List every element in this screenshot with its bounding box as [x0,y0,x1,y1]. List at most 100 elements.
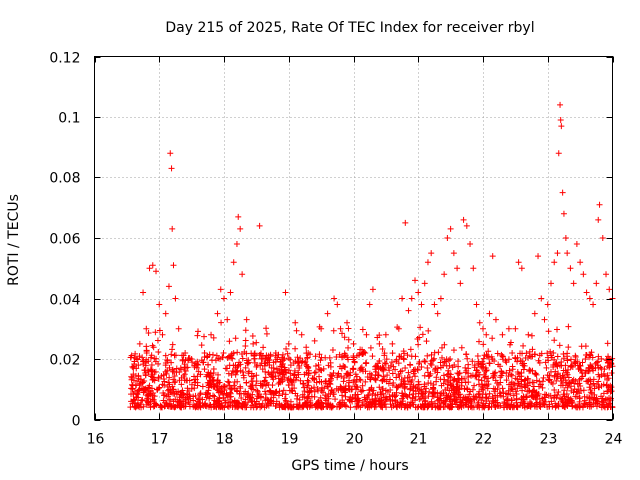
data-point [288,404,295,411]
data-point [573,241,580,248]
chart-title: Day 215 of 2025, Rate Of TEC Index for r… [165,20,534,36]
data-point [389,350,396,357]
data-point [428,358,435,365]
data-point [294,354,301,361]
data-point [195,328,202,335]
data-point [283,345,290,352]
data-point [471,382,478,389]
data-point [233,368,240,375]
y-tick-label: 0.04 [49,293,80,309]
data-point [295,359,302,366]
data-point [396,353,403,360]
data-point [334,301,341,308]
data-point [366,301,373,308]
data-point [551,337,558,344]
data-point [424,352,431,359]
data-point [586,394,593,401]
data-point [500,404,507,411]
data-point [221,295,227,302]
data-point [153,386,160,393]
data-point [400,356,407,363]
data-point [145,329,152,336]
data-point [605,400,612,407]
data-point [579,404,586,411]
data-point [212,400,219,407]
data-point [484,385,491,392]
data-point [210,334,217,341]
data-point [279,360,286,367]
data-point [505,356,512,363]
data-point [152,329,159,336]
data-point [303,350,310,357]
data-point [483,398,490,405]
data-point [262,374,269,381]
data-point [525,354,532,361]
data-point [402,219,409,226]
data-point [559,382,566,389]
data-point [168,359,175,366]
data-point [296,396,303,403]
data-point [499,370,506,377]
data-point [445,367,452,374]
data-point [191,402,198,409]
data-point [287,370,294,377]
data-point [430,381,437,388]
data-point [255,393,262,400]
data-point [415,381,422,388]
data-point [303,344,310,351]
data-point [444,377,451,384]
data-point [382,331,389,338]
data-point [497,363,504,370]
data-point [524,403,531,410]
data-point [516,373,523,380]
data-point [165,403,172,410]
data-point [227,390,234,397]
data-point [238,394,245,401]
data-point [279,369,286,376]
data-point [131,389,138,396]
data-point [464,395,471,402]
data-point [284,350,291,357]
data-point [545,328,552,335]
data-point [601,373,608,380]
data-point [468,402,475,409]
data-point [207,393,214,400]
data-point [142,359,149,366]
data-point [423,385,430,392]
data-point [370,387,377,394]
data-point [574,404,581,411]
data-point [244,359,251,366]
data-point [516,380,523,387]
data-point [606,400,613,407]
data-point [350,379,357,386]
data-point [445,357,452,364]
data-point [287,362,294,369]
data-point [598,355,605,362]
data-point [491,370,498,377]
data-point [465,373,472,380]
data-point [362,378,369,385]
data-point [579,359,586,366]
data-point [580,387,587,394]
data-point [306,389,313,396]
data-point [282,397,289,404]
data-point [239,271,246,278]
data-point [469,372,476,379]
data-point [515,259,522,266]
x-tick-label: 24 [605,432,623,448]
data-point [175,399,182,406]
data-point [184,385,191,392]
data-point [606,286,613,293]
data-point [598,372,605,379]
data-point [285,367,292,374]
data-point [509,363,516,370]
data-point [572,353,579,360]
data-point [322,395,329,402]
data-point [550,363,557,370]
data-point [263,325,270,332]
data-point [514,403,521,410]
data-point [558,123,565,130]
data-point [452,390,459,397]
data-point [594,397,601,404]
data-point [313,400,320,407]
